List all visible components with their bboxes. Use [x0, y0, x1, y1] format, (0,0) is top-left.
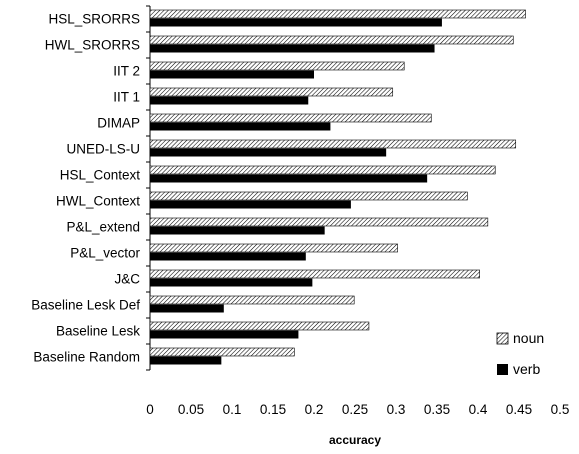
- bar-verb: [150, 356, 222, 365]
- category-label: P&L_extend: [66, 220, 140, 235]
- x-tick-label: 0.3: [387, 402, 406, 417]
- x-tick-label: 0.05: [178, 402, 204, 417]
- legend-swatch-verb: [497, 364, 508, 375]
- legend-label-verb: verb: [513, 361, 540, 377]
- bar-verb: [150, 226, 325, 235]
- bar-verb: [150, 174, 428, 183]
- x-tick-label: 0.15: [260, 402, 286, 417]
- bar-noun: [149, 61, 405, 71]
- bar-noun: [149, 87, 394, 97]
- x-tick-label: 0.35: [424, 402, 450, 417]
- bar-noun: [149, 217, 489, 227]
- bar-noun: [149, 243, 398, 253]
- category-label: HWL_Context: [56, 194, 140, 209]
- bar-noun: [149, 9, 526, 19]
- legend: noun verb: [496, 330, 544, 377]
- category-label: DIMAP: [97, 116, 140, 131]
- bar-verb: [150, 148, 387, 157]
- plot-area: HSL_SRORRS HWL_SRORRS IIT 2 IIT 1 DIMAP UNED-…: [31, 5, 570, 417]
- x-tick-label: 0.1: [223, 402, 242, 417]
- category-label: Baseline Random: [33, 350, 140, 365]
- bar-noun: [149, 295, 355, 305]
- bar-verb: [150, 304, 224, 313]
- bar-noun: [149, 191, 468, 201]
- category-label: J&C: [114, 272, 140, 287]
- x-tick-label: 0.4: [469, 402, 488, 417]
- bar-verb: [150, 252, 306, 261]
- bar-noun: [149, 347, 295, 357]
- bar-verb: [150, 330, 299, 339]
- x-tick-label: 0.25: [342, 402, 368, 417]
- bar-verb: [150, 122, 331, 131]
- legend-label-noun: noun: [513, 330, 544, 346]
- x-tick-label: 0.5: [551, 402, 570, 417]
- category-label: IIT 2: [113, 64, 140, 79]
- x-tick-label: 0.2: [305, 402, 324, 417]
- x-axis-title: accuracy: [329, 433, 381, 447]
- bar-verb: [150, 278, 313, 287]
- bar-noun: [149, 113, 432, 123]
- legend-swatch-noun: [496, 332, 509, 345]
- bar-verb: [150, 44, 435, 53]
- category-label: HWL_SRORRS: [45, 38, 140, 53]
- bar-verb: [150, 70, 314, 79]
- bar-noun: [149, 269, 480, 279]
- bar-verb: [150, 200, 351, 209]
- category-label: P&L_vector: [70, 246, 140, 261]
- bar-verb: [150, 96, 309, 105]
- bar-noun: [149, 321, 370, 331]
- category-label: HSL_SRORRS: [48, 12, 140, 27]
- bar-noun: [149, 139, 517, 149]
- category-label: IIT 1: [113, 90, 140, 105]
- bar-noun: [149, 35, 514, 45]
- category-label: Baseline Lesk: [56, 324, 140, 339]
- category-label: HSL_Context: [60, 168, 141, 183]
- bar-noun: [149, 165, 496, 175]
- bar-verb: [150, 18, 442, 27]
- x-tick-label: 0: [146, 402, 154, 417]
- category-label: Baseline Lesk Def: [31, 298, 140, 313]
- x-tick-label: 0.45: [506, 402, 532, 417]
- category-label: UNED-LS-U: [66, 142, 140, 157]
